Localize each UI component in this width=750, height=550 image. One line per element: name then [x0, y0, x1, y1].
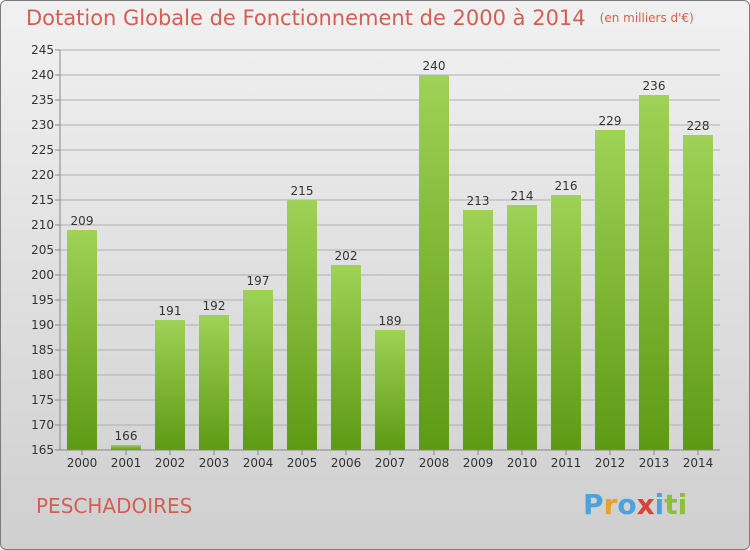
bar-2006 [331, 265, 361, 450]
bar-2013 [639, 95, 669, 450]
data-label: 202 [335, 249, 358, 263]
y-axis: 165 170 175 180 185 190 195 200 205 210 215 220 225 2… [31, 43, 61, 457]
data-labels: 209 166 191 192 197 215 202 189 240 213 214 216 229 2… [71, 59, 710, 443]
bar-2003 [199, 315, 229, 450]
data-label: 209 [71, 214, 94, 228]
proxiti-logo: Proxiti [583, 488, 687, 521]
y-tick-label: 175 [31, 393, 54, 407]
x-tick-label: 2005 [287, 456, 318, 470]
x-tick-label: 2008 [419, 456, 450, 470]
y-tick-label: 225 [31, 143, 54, 157]
y-tick-label: 200 [31, 268, 54, 282]
x-tick-label: 2009 [463, 456, 494, 470]
logo-letter: x [636, 488, 655, 521]
data-label: 229 [599, 114, 622, 128]
bar-2011 [551, 195, 581, 450]
logo-letter: i [654, 488, 665, 521]
bar-2014 [683, 135, 713, 450]
bar-2008 [419, 75, 449, 450]
x-tick-label: 2007 [375, 456, 406, 470]
x-tick-label: 2001 [111, 456, 142, 470]
y-tick-label: 220 [31, 168, 54, 182]
bar-2012 [595, 130, 625, 450]
x-tick-label: 2014 [683, 456, 714, 470]
x-tick-label: 2010 [507, 456, 538, 470]
x-axis: 2000 2001 2002 2003 2004 2005 2006 2007 2008 2009… [60, 449, 720, 470]
x-tick-label: 2013 [639, 456, 670, 470]
x-tick-label: 2004 [243, 456, 274, 470]
y-tick-label: 180 [31, 368, 54, 382]
bar-2004 [243, 290, 273, 450]
x-tick-label: 2012 [595, 456, 626, 470]
data-label: 191 [159, 304, 182, 318]
y-tick-label: 245 [31, 43, 54, 57]
data-label: 216 [555, 179, 578, 193]
x-tick-label: 2006 [331, 456, 362, 470]
x-tick-label: 2003 [199, 456, 230, 470]
data-label: 213 [467, 194, 490, 208]
y-tick-label: 190 [31, 318, 54, 332]
logo-letter: i [677, 488, 688, 521]
y-tick-label: 195 [31, 293, 54, 307]
data-label: 192 [203, 299, 226, 313]
y-tick-label: 170 [31, 418, 54, 432]
logo-letter: r [603, 488, 618, 521]
data-label: 214 [511, 189, 534, 203]
bar-2005 [287, 200, 317, 450]
commune-name: PESCHADOIRES [36, 494, 193, 518]
chart-title: Dotation Globale de Fonctionnement de 20… [26, 6, 694, 30]
y-tick-label: 240 [31, 68, 54, 82]
logo-letter: t [664, 488, 678, 521]
data-label: 166 [115, 429, 138, 443]
bar-2007 [375, 330, 405, 450]
y-tick-label: 165 [31, 443, 54, 457]
data-label: 228 [687, 119, 710, 133]
x-tick-label: 2011 [551, 456, 582, 470]
bar-2010 [507, 205, 537, 450]
bar-2009 [463, 210, 493, 450]
y-tick-label: 185 [31, 343, 54, 357]
bar-2001 [111, 445, 141, 450]
data-label: 215 [291, 184, 314, 198]
data-label: 236 [643, 79, 666, 93]
x-tick-label: 2002 [155, 456, 186, 470]
y-tick-label: 230 [31, 118, 54, 132]
y-tick-label: 215 [31, 193, 54, 207]
y-tick-label: 210 [31, 218, 54, 232]
x-tick-label: 2000 [67, 456, 98, 470]
logo-letter: o [617, 488, 637, 521]
data-label: 240 [423, 59, 446, 73]
bar-2002 [155, 320, 185, 450]
bar-2000 [67, 230, 97, 450]
data-label: 189 [379, 314, 402, 328]
y-tick-label: 205 [31, 243, 54, 257]
data-label: 197 [247, 274, 270, 288]
chart-subtitle: (en milliers d'€) [599, 11, 694, 25]
bars [67, 75, 713, 450]
title-text: Dotation Globale de Fonctionnement de 20… [26, 6, 586, 30]
y-tick-label: 235 [31, 93, 54, 107]
logo-letter: P [583, 488, 604, 521]
